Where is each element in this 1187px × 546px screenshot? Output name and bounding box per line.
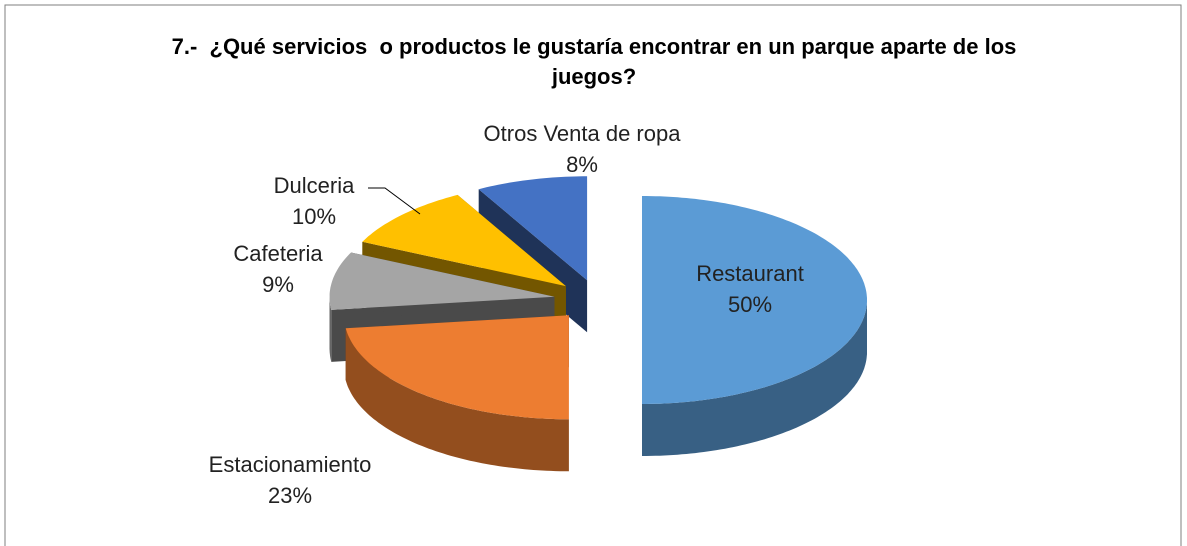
chart-frame (4, 4, 1182, 546)
slice (642, 196, 867, 404)
slice-side (345, 328, 569, 472)
value-label: 9% (262, 272, 294, 297)
value-label: 10% (292, 204, 336, 229)
slice (478, 176, 588, 281)
slice (329, 252, 555, 310)
category-label: Restaurant (696, 261, 804, 286)
pie-tops (329, 176, 867, 420)
value-label: 50% (728, 292, 772, 317)
value-label: 8% (566, 152, 598, 177)
slice-side (329, 296, 332, 362)
category-label: Cafeteria (233, 241, 323, 266)
slice (345, 315, 569, 420)
slice-side (642, 300, 867, 456)
category-label: Dulceria (274, 173, 355, 198)
leader-line (368, 187, 421, 215)
chart-title: 7.- ¿Qué servicios o productos le gustar… (171, 34, 1023, 89)
labels: Restaurant 50% Estacionamiento 23% Cafeteria… (209, 121, 804, 508)
slice (362, 194, 566, 287)
category-label: Otros Venta de ropa (484, 121, 682, 146)
category-label: Estacionamiento (209, 452, 372, 477)
value-label: 23% (268, 483, 312, 508)
